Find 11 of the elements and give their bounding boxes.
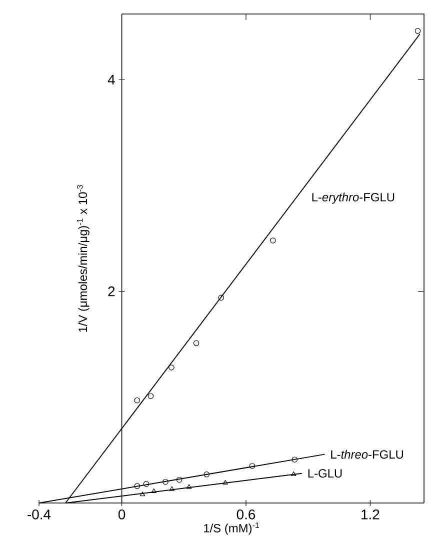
x-axis-title: 1/S (mM)$^{-1}$ <box>204 522 259 535</box>
x-tick-label: 0.6 <box>236 510 256 520</box>
series-label: L-GLU <box>308 469 342 478</box>
series-label: L-threo-FGLU <box>331 450 403 459</box>
series-label: L-erythro-FGLU <box>312 192 394 204</box>
y-axis-title: 1/V (μmoles/min/μg)$^{-1}$ x 10$^{-3}$ <box>77 185 90 332</box>
x-tick-label: 1.2 <box>362 510 380 520</box>
y-tick-label: 2 <box>108 286 115 296</box>
y-tick-label: 4 <box>108 74 115 84</box>
x-tick-label: 0 <box>118 510 126 520</box>
x-tick-label: -0.4 <box>28 510 51 520</box>
